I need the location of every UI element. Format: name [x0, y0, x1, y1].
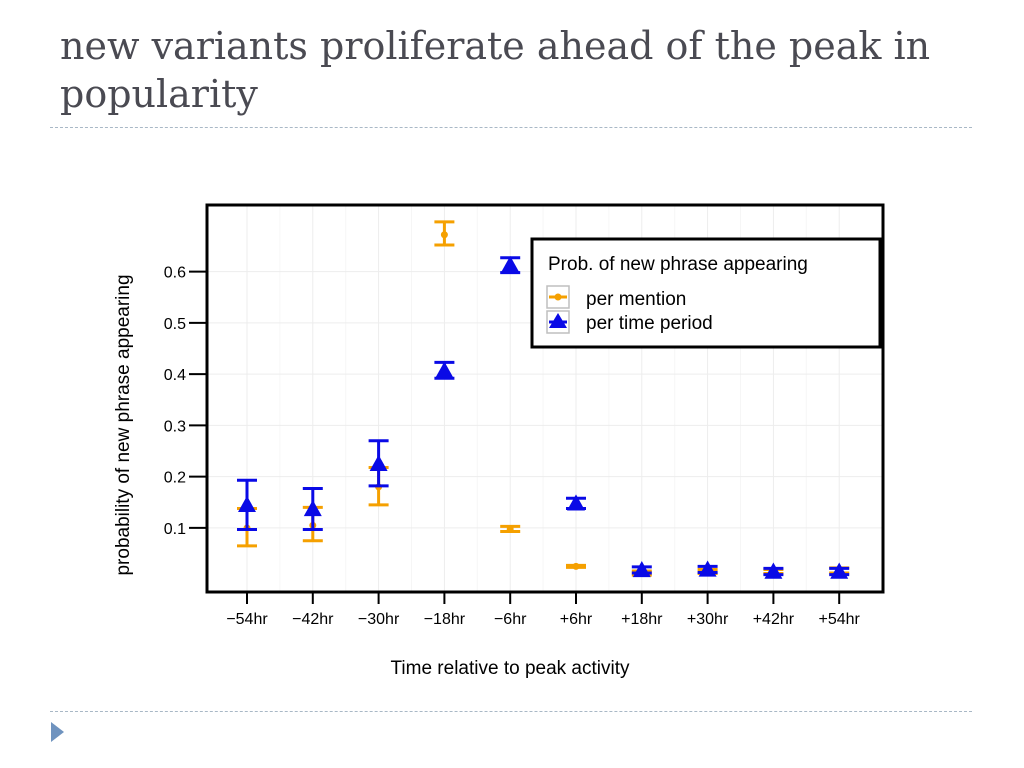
data-point-per-time-period [764, 562, 783, 579]
x-tick-label: +42hr [753, 611, 795, 628]
plot-frame [205, 203, 885, 594]
y-tick-label: 0.5 [164, 316, 186, 333]
legend-title: Prob. of new phrase appearing [548, 254, 808, 275]
title-divider [50, 127, 972, 128]
footer-divider [50, 711, 972, 712]
x-tick-label: +30hr [687, 611, 729, 628]
data-point-per-time-period [567, 494, 585, 511]
data-point-per-time-period [632, 560, 651, 578]
x-tick-label: +54hr [819, 611, 861, 628]
y-tick-label: 0.4 [164, 367, 186, 384]
data-point-per-time-period [830, 562, 849, 579]
x-tick-label: −6hr [494, 611, 527, 628]
data-point-per-time-period [303, 499, 322, 517]
data-marks [237, 220, 850, 579]
data-point-per-mention [506, 525, 514, 533]
data-point-per-mention [440, 231, 448, 239]
data-point-per-time-period [435, 361, 454, 378]
data-point-per-time-period [238, 495, 256, 513]
data-point-per-mention [572, 562, 580, 570]
legend: Prob. of new phrase appearing per mentio… [530, 237, 882, 349]
y-tick-label: 0.3 [164, 418, 186, 435]
legend-box [530, 237, 882, 349]
axes: 0.1 0.2 0.3 0.4 0.5 0.6 −54hr −42hr −30hr −18hr −6… [164, 265, 861, 628]
x-tick-label: −30hr [358, 611, 400, 628]
data-point-per-time-period [501, 255, 520, 273]
y-tick-label: 0.6 [164, 265, 186, 282]
x-tick-label: −54hr [226, 611, 268, 628]
legend-key-per-time-period-triangle [549, 313, 567, 328]
x-tick-label: +6hr [560, 611, 593, 628]
y-tick-label: 0.2 [164, 470, 186, 487]
legend-label-per-time-period: per time period [586, 313, 713, 334]
x-tick-label: −18hr [424, 611, 466, 628]
x-axis-label: Time relative to peak activity [391, 658, 630, 679]
slide-title: new variants proliferate ahead of the pe… [60, 24, 931, 116]
data-point-per-time-period [369, 454, 388, 472]
y-axis-label: probability of new phrase appearing [113, 274, 134, 575]
y-tick-label: 0.1 [164, 521, 186, 538]
data-point-per-time-period [698, 560, 717, 577]
triangle-right-icon [51, 722, 64, 742]
legend-label-per-mention: per mention [586, 289, 686, 310]
legend-key-per-mention-dot [554, 293, 562, 301]
x-tick-label: −42hr [292, 611, 334, 628]
x-tick-label: +18hr [621, 611, 663, 628]
